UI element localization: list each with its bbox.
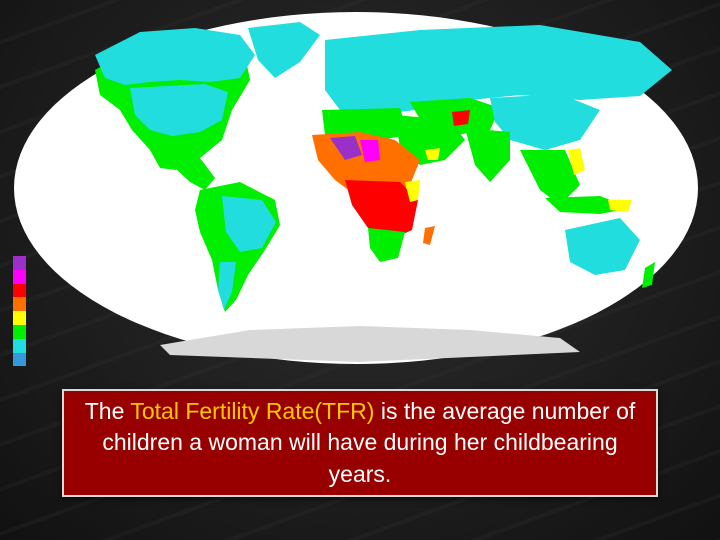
legend-swatch — [13, 352, 26, 367]
legend-swatch — [13, 269, 26, 284]
region-middle-east — [395, 115, 465, 165]
color-legend — [13, 256, 26, 367]
region-antarctica — [160, 326, 580, 362]
region-india — [465, 128, 510, 182]
region-new-zealand — [642, 262, 655, 288]
region-china — [490, 94, 600, 150]
legend-swatch — [13, 256, 26, 270]
region-africa-north — [322, 108, 408, 140]
region-australia — [565, 218, 640, 275]
caption-highlight: Total Fertility Rate(TFR) — [130, 398, 375, 425]
legend-swatch — [13, 338, 26, 353]
map-svg — [14, 12, 698, 364]
region-usa — [130, 84, 228, 136]
region-philippines — [568, 148, 585, 175]
region-europe-russia — [325, 25, 672, 118]
legend-swatch — [13, 324, 26, 339]
region-greenland — [248, 22, 320, 78]
definition-caption: The Total Fertility Rate(TFR) is the ave… — [62, 389, 658, 497]
caption-lead: The — [84, 398, 131, 425]
region-canada — [95, 28, 255, 85]
region-brazil — [222, 196, 276, 252]
region-africa-central — [345, 180, 418, 240]
caption-rest: is the average number of children a woma… — [102, 398, 636, 487]
legend-swatch — [13, 283, 26, 298]
region-madagascar — [423, 226, 435, 245]
region-niger-mali — [330, 136, 362, 160]
region-somalia — [405, 180, 420, 202]
region-afghanistan — [452, 110, 470, 126]
region-yemen — [425, 148, 440, 160]
caption-text: The Total Fertility Rate(TFR) is the ave… — [82, 396, 638, 489]
region-southeast-asia — [520, 150, 580, 205]
region-papua — [608, 200, 632, 212]
legend-swatch — [13, 311, 26, 325]
region-angola — [368, 228, 405, 262]
legend-swatch — [13, 297, 26, 312]
world-fertility-map — [14, 12, 698, 364]
region-chad — [360, 140, 380, 162]
region-central-america — [160, 150, 215, 190]
region-argentina — [218, 262, 236, 310]
